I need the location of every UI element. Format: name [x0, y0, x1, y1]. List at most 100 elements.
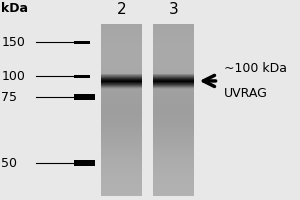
Bar — [101, 62, 142, 63]
Bar — [153, 167, 194, 168]
Bar — [153, 63, 194, 64]
Text: 2: 2 — [117, 2, 126, 17]
Bar — [101, 168, 142, 169]
Bar — [101, 78, 142, 79]
Bar — [153, 182, 194, 183]
Bar — [101, 98, 142, 99]
Bar — [153, 178, 194, 179]
Bar — [101, 57, 142, 58]
Bar — [101, 85, 142, 86]
Bar — [101, 132, 142, 133]
Bar — [101, 146, 142, 147]
Bar — [101, 61, 142, 62]
Bar — [101, 149, 142, 150]
Bar — [153, 41, 194, 42]
Bar — [101, 86, 142, 87]
Bar — [153, 113, 194, 114]
Bar — [101, 112, 142, 113]
Bar — [153, 98, 194, 99]
Bar — [101, 74, 142, 75]
Bar — [101, 169, 142, 170]
Bar — [153, 149, 194, 150]
Bar — [153, 119, 194, 120]
Bar — [101, 127, 142, 128]
Bar — [101, 48, 142, 49]
Bar — [101, 27, 142, 28]
Bar — [101, 138, 142, 139]
Bar — [153, 173, 194, 174]
Bar — [153, 73, 194, 74]
Bar — [101, 26, 142, 27]
Bar — [153, 87, 194, 88]
Bar — [101, 78, 142, 79]
Bar — [101, 189, 142, 190]
Bar — [101, 42, 142, 43]
Bar — [101, 69, 142, 70]
Bar — [153, 81, 194, 82]
Bar — [153, 58, 194, 59]
Bar — [153, 172, 194, 173]
Bar — [101, 139, 142, 140]
Bar — [153, 155, 194, 156]
Bar — [153, 50, 194, 51]
Bar — [153, 59, 194, 60]
Bar — [101, 87, 142, 88]
Bar — [153, 34, 194, 35]
Bar — [101, 40, 142, 41]
Bar — [101, 186, 142, 187]
Bar — [153, 142, 194, 143]
Bar — [101, 107, 142, 108]
Bar — [101, 24, 142, 25]
Bar — [101, 44, 142, 45]
Bar — [101, 76, 142, 77]
Bar — [153, 35, 194, 36]
Bar — [101, 54, 142, 55]
Bar — [153, 169, 194, 170]
Bar — [101, 71, 142, 72]
Bar — [153, 62, 194, 63]
Bar — [153, 114, 194, 115]
Bar — [101, 144, 142, 145]
Bar — [153, 143, 194, 144]
Bar — [101, 103, 142, 104]
Bar — [153, 150, 194, 151]
Bar — [153, 77, 194, 78]
Bar — [101, 137, 142, 138]
Bar — [153, 112, 194, 113]
Bar — [153, 189, 194, 190]
Bar — [101, 25, 142, 26]
Bar — [101, 187, 142, 188]
Bar — [153, 75, 194, 76]
Text: 75: 75 — [2, 91, 17, 104]
Bar — [101, 80, 142, 81]
Bar — [153, 103, 194, 104]
Bar — [153, 24, 194, 25]
Bar — [153, 82, 194, 83]
Bar — [101, 195, 142, 196]
Bar — [153, 163, 194, 164]
Bar — [153, 77, 194, 78]
Text: 150: 150 — [2, 36, 25, 49]
Bar — [153, 144, 194, 145]
Bar — [153, 51, 194, 52]
Bar — [153, 92, 194, 93]
Bar — [101, 72, 142, 73]
Bar — [101, 143, 142, 144]
Bar — [101, 83, 142, 84]
Bar — [153, 177, 194, 178]
Bar — [153, 88, 194, 89]
Bar — [101, 167, 142, 168]
Bar — [153, 184, 194, 185]
Bar — [101, 120, 142, 121]
Bar — [101, 121, 142, 122]
Bar — [153, 74, 194, 75]
Bar — [101, 158, 142, 159]
Bar — [153, 79, 194, 80]
Bar — [153, 73, 194, 74]
Bar — [153, 89, 194, 90]
Bar — [153, 162, 194, 163]
Bar — [101, 136, 142, 137]
Bar — [153, 61, 194, 62]
Text: 100: 100 — [2, 70, 25, 83]
Bar — [101, 90, 142, 91]
